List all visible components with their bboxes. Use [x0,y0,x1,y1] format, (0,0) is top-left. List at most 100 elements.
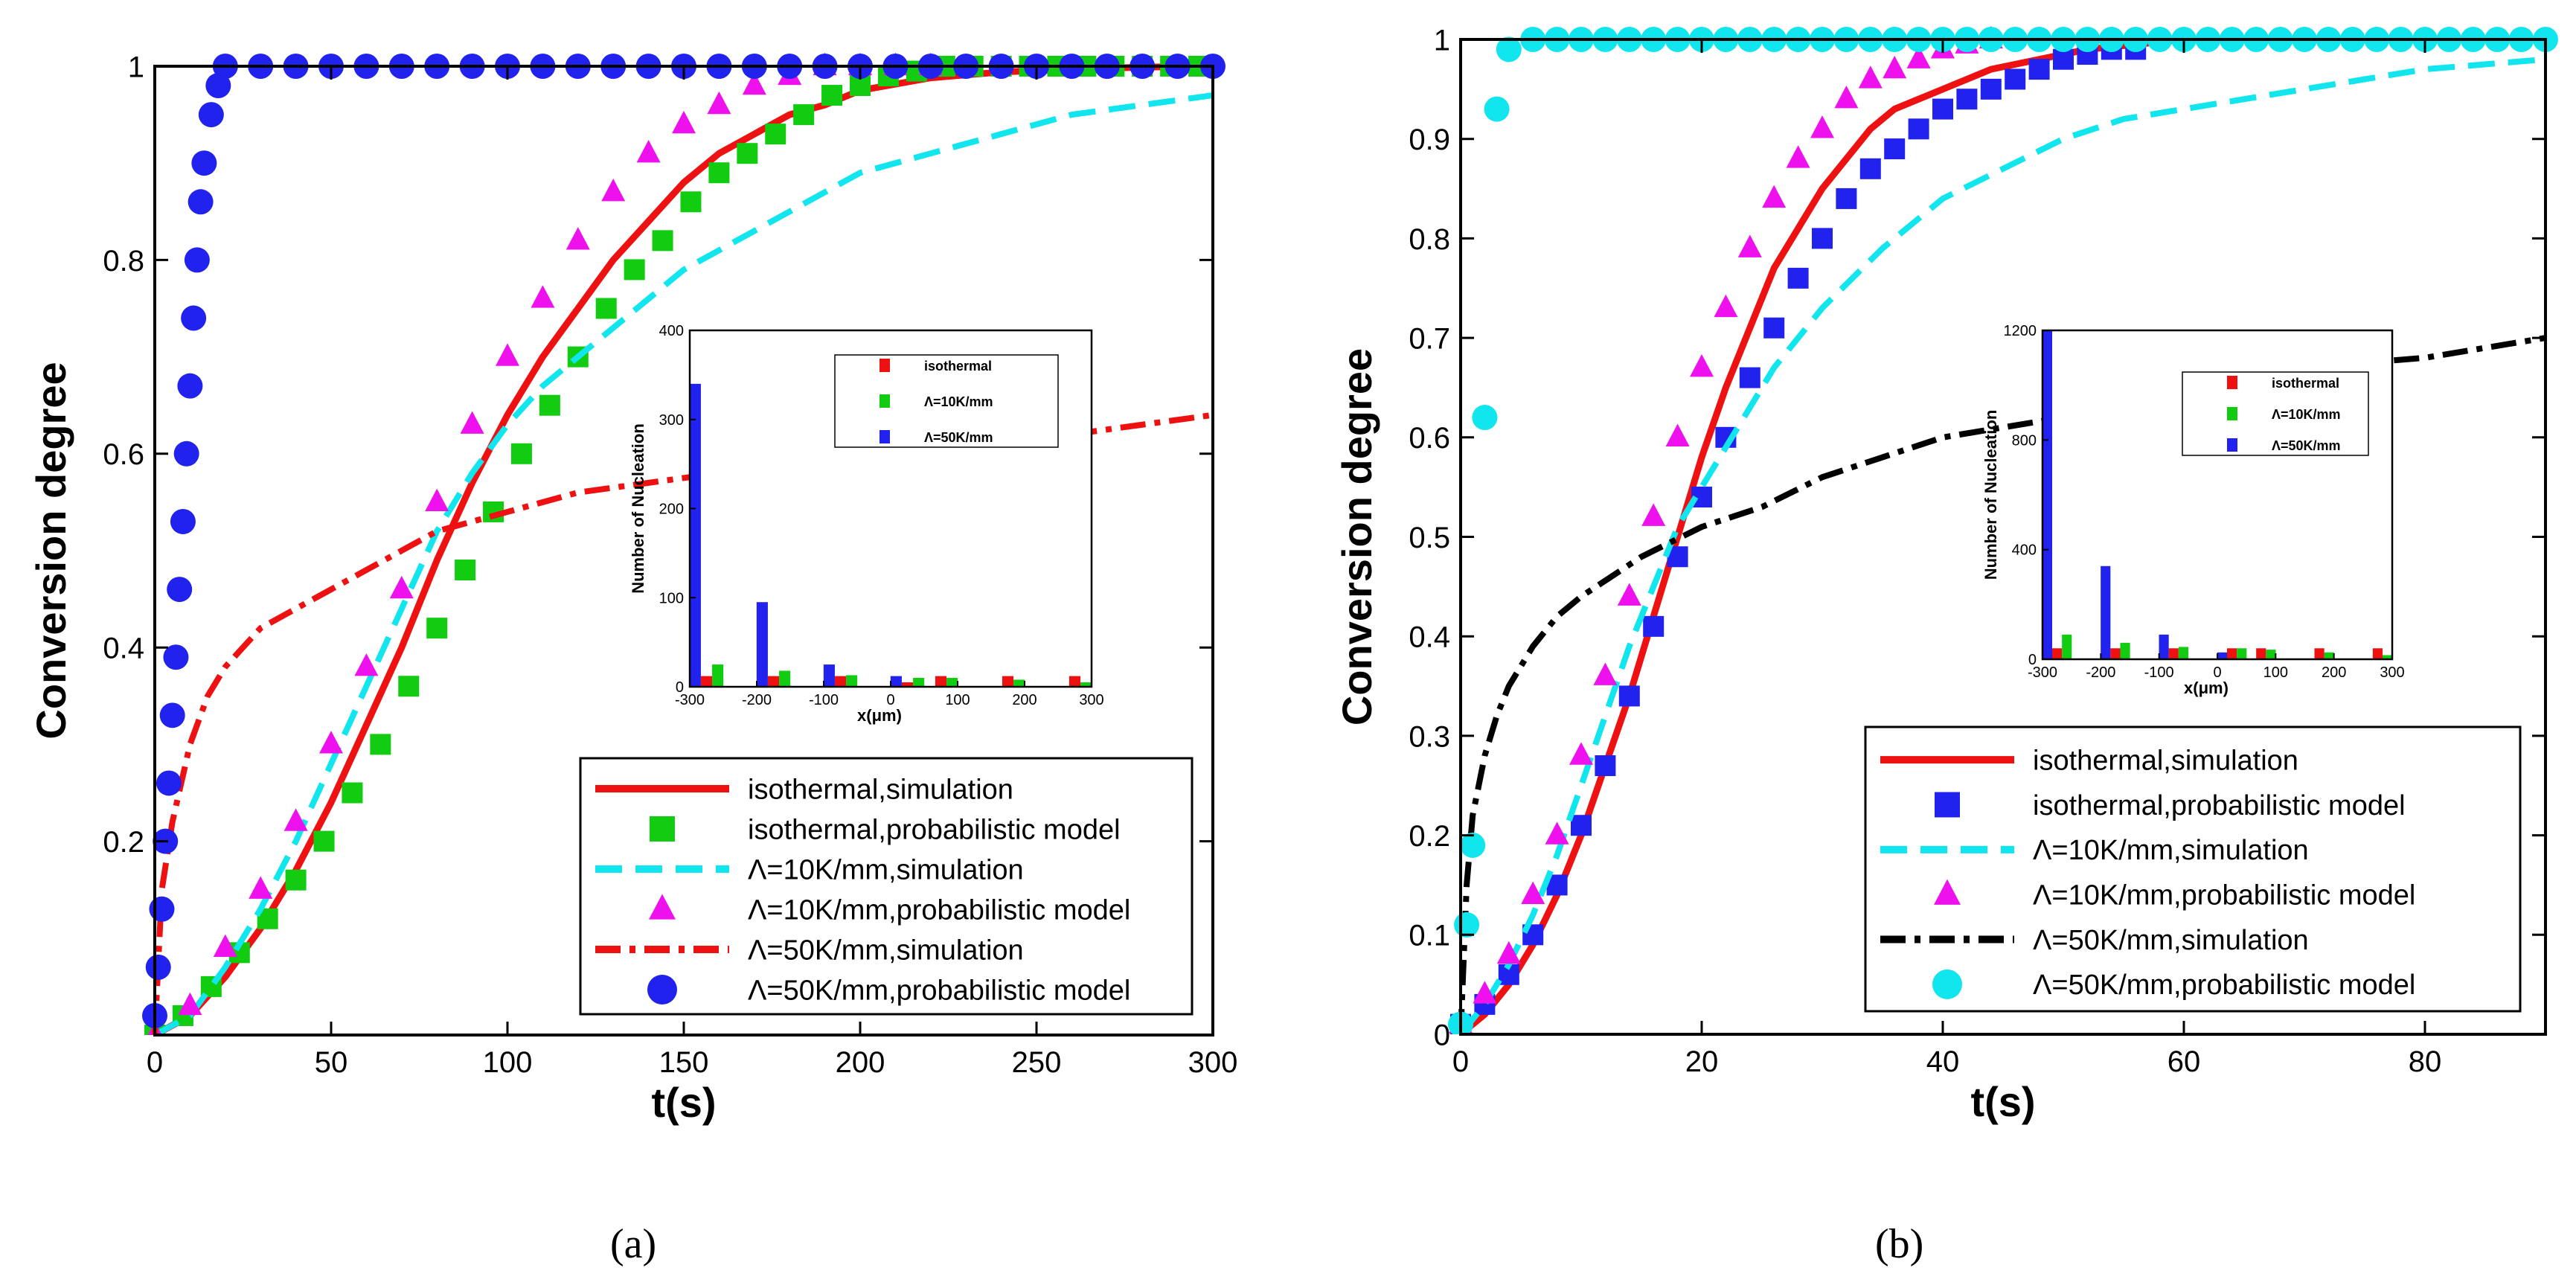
marker-a-s5-4 [156,770,182,796]
marker-a-s3-7 [389,575,414,599]
inset-x-tick-label: 100 [2263,664,2288,681]
marker-a-s5-5 [159,702,185,728]
legend-label-2: Λ=10K/mm,simulation [748,854,1024,885]
inset-legend-swatch-2 [2227,438,2237,452]
y-tick-label: 0.7 [1409,323,1450,356]
caption-a: (a) [610,1221,657,1267]
legend-label-1: isothermal,probabilistic model [748,814,1121,845]
marker-b-s3-13 [1762,185,1787,208]
inset-bar-5-1 [2324,652,2334,659]
marker-a-s3-1 [178,992,202,1016]
inset-legend: isothermal Λ=10K/mm Λ=50K/mm [834,354,1059,448]
inset-x-tick-label: -200 [742,692,772,708]
x-tick-label: 200 [836,1046,885,1079]
marker-b-s1-15 [1812,228,1833,249]
marker-a-s1-5 [285,869,307,891]
legend-marker-3 [649,894,676,920]
marker-a-s1-8 [370,734,391,755]
inset-legend-swatch-1 [880,394,890,408]
chart-a: 0 50 100 150 200 250 300 0.2 0.4 0.6 0.8 1 t(s) Conve… [28,51,1237,1126]
marker-b-s3-1 [1473,981,1497,1004]
marker-a-s1-13 [510,443,532,464]
marker-a-s1-21 [737,143,758,164]
legend-label-5: Λ=50K/mm,probabilistic model [2033,970,2415,1001]
marker-b-s1-19 [1908,118,1929,140]
inset-y-tick-label: 400 [659,323,684,339]
marker-a-s3-8 [425,488,449,512]
y-tick-label: 0 [1434,1019,1450,1051]
marker-b-s3-7 [1617,583,1641,606]
marker-b-s1-25 [2053,48,2074,70]
marker-a-s5-9 [173,440,199,467]
x-tick-label: 100 [483,1046,533,1079]
legend-label-3: Λ=10K/mm,probabilistic model [748,894,1130,926]
marker-b-s1-7 [1618,685,1640,707]
inset-y-tick-label: 400 [2012,542,2037,559]
legend-marker-3 [1934,879,1961,905]
inset-x-tick-label: -200 [2086,664,2115,681]
marker-b-s5-4 [1484,96,1510,122]
inset-legend-label-2: Λ=50K/mm [2272,438,2341,453]
marker-b-s3-2 [1496,941,1521,964]
legend-marker-5 [1932,969,1962,999]
marker-a-s3-12 [565,227,590,250]
inset-legend-box [834,354,1059,448]
y-tick-label: 0.9 [1409,124,1450,156]
x-tick-label: 20 [1685,1045,1719,1078]
marker-a-s5-13 [188,189,214,215]
inset-legend-label-1: Λ=10K/mm [924,394,993,409]
marker-a-s3-6 [354,653,379,676]
marker-b-s1-24 [2028,59,2050,80]
inset-x-tick-label: 200 [2322,664,2346,681]
marker-a-s5-7 [167,577,193,603]
marker-b-s3-9 [1665,423,1690,446]
marker-a-s3-15 [672,110,696,134]
inset-x-tick-label: -300 [675,692,705,708]
marker-a-s3-14 [636,139,661,163]
marker-b-s3-4 [1545,821,1569,845]
marker-b-s3-17 [1858,65,1883,89]
marker-b-s3-18 [1883,55,1907,79]
inset-chart: -300 -200 -100 0 100 200 300 0 100 200 300 400 x(μm)… [629,323,1104,725]
inset-legend-label-1: Λ=10K/mm [2272,407,2341,422]
marker-b-s1-8 [1643,615,1665,637]
marker-b-s1-21 [1956,89,1978,110]
legend-marker-1 [650,816,675,842]
legend: isothermal,simulation isothermal,probabil… [579,757,1194,1016]
inset-bar-6-0 [2372,648,2383,659]
marker-b-s5-2 [1460,832,1486,858]
inset-bar-2-2 [823,664,835,687]
marker-b-s1-6 [1595,755,1616,777]
inset-bar-3-2 [890,676,902,687]
marker-a-s5-11 [181,305,207,331]
inset-bar-2-1 [846,675,858,687]
marker-b-s3-14 [1786,145,1810,168]
marker-a-s5-15 [198,102,224,128]
marker-b-s3-11 [1714,294,1738,318]
inset-y-tick-label: 200 [659,502,684,518]
inset-x-tick-label: 300 [1079,692,1103,708]
inset-bar-2-2 [2159,634,2169,659]
inset-bar-1-1 [779,670,791,687]
y-tick-label: 0.4 [1409,621,1450,654]
marker-a-s5-6 [163,644,189,670]
y-tick-label: 0.8 [1409,223,1450,256]
inset-x-tick-label: -100 [2144,664,2174,681]
inset-bar-6-0 [1068,676,1081,687]
inset-bar-3-0 [2227,648,2237,659]
marker-a-s1-6 [313,830,335,852]
inset-x-tick-label: 100 [945,692,970,708]
y-tick-label: 0.1 [1409,920,1450,952]
inset-x-tick-label: -100 [809,692,839,708]
x-axis-label: t(s) [1970,1078,2035,1125]
marker-a-s3-4 [283,808,308,831]
inset-y-tick-label: 0 [676,679,684,696]
marker-a-s1-20 [708,162,730,184]
inset-legend-label-2: Λ=50K/mm [924,430,993,445]
marker-b-s3-19 [1906,45,1931,68]
marker-a-s1-9 [398,676,420,697]
inset-legend-swatch-2 [880,430,890,443]
marker-b-s1-16 [1836,188,1857,209]
series-group [1448,25,2558,1034]
inset-y-tick-label: 300 [659,412,684,429]
